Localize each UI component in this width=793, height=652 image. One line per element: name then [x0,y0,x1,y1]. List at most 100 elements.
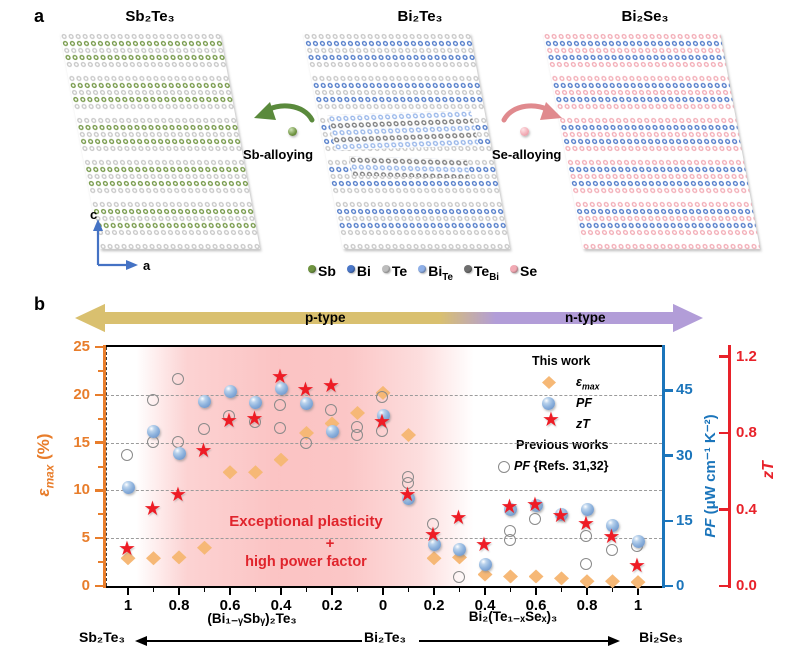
x-tick-label: 0.6 [219,597,241,614]
zt-axis-title: zT [760,461,777,479]
x-tick [535,588,537,595]
plot-border-bottom [105,586,665,588]
data-point-zt: ★ [449,507,468,530]
data-point-zt: ★ [475,533,493,556]
data-point-pf-previous [427,517,440,530]
data-point-pf [121,480,135,494]
x-tick-label: 0.8 [168,597,190,614]
scatter-plot: Exceptional plasticity + high power fact… [73,338,692,614]
data-point-zt: ★ [602,526,621,549]
atom-label: Se [520,263,538,279]
atom-label: Sb [318,263,336,279]
eps-tick [95,345,103,349]
atom-legend-item: BiTe [418,263,453,282]
data-point-eps-max [554,571,569,586]
data-point-pf-previous [529,513,542,526]
data-point-pf-previous [299,436,312,449]
x-minor-tick [611,588,614,592]
x-tick-label: 0.2 [321,597,343,614]
data-point-zt: ★ [118,537,136,560]
x-tick [484,588,486,595]
data-point-pf [376,409,390,423]
axis-a-label: a [143,258,151,273]
composition-left-end: Sb₂Te₃ [79,629,125,645]
arrow-to-bi2se3-head [608,635,620,646]
se-alloying-label: Se-alloying [492,147,562,162]
arrow-to-sb2te3 [146,640,362,642]
x-minor-tick [458,588,461,592]
gridline [106,538,662,540]
data-point-eps-max [248,465,263,480]
data-point-pf [631,535,645,549]
x-minor-tick [356,588,359,592]
panel-a-label: a [34,6,45,26]
data-point-eps-max [222,465,238,480]
eps-axis-title: εmax (%) [34,433,57,497]
se-atom-icon [520,127,529,136]
data-point-zt: ★ [628,554,646,577]
data-point-zt: ★ [500,495,519,518]
atom-label: Te [391,263,408,279]
atom-legend-item: Bi [346,263,371,279]
data-point-zt: ★ [194,440,213,463]
atom-legend: Sb Bi Te BiTe TeBi Se [308,263,608,282]
x-tick [433,588,435,595]
eps-minor-tick [98,465,103,468]
data-point-zt: ★ [551,505,570,528]
data-point-eps-max [503,569,518,584]
zt-tick [719,508,728,511]
atom-legend-item: Sb [308,263,336,279]
x-tick-label: 0.4 [270,597,292,614]
data-point-pf [249,395,262,409]
pf-tick-label: 30 [676,446,693,464]
x-tick [331,588,333,595]
data-point-pf-previous [580,529,593,542]
data-point-eps-max [197,540,212,555]
data-point-pf-previous [350,428,363,441]
eps-tick [95,584,103,588]
data-point-pf-previous [172,372,185,385]
atom-icon [308,265,316,273]
star-marker-icon: ★ [542,409,560,431]
data-point-zt: ★ [143,497,162,520]
x-tick [586,588,588,595]
data-point-eps-max [605,574,620,589]
eps-tick [95,441,103,444]
annotation-plus: + [325,535,335,552]
data-point-zt: ★ [220,409,238,432]
data-point-pf [198,394,211,408]
gridline [106,490,662,492]
crystal-lattice-bi2te3 [303,33,511,249]
structure-title-bi2se3: Bi₂Se₃ [621,8,669,25]
data-point-pf [529,499,543,513]
data-point-zt: ★ [271,365,289,388]
x-tick-label: 1 [123,597,133,614]
data-point-pf-previous [503,533,516,546]
annotation-line2: high power factor [245,554,367,570]
data-point-zt: ★ [169,484,187,507]
x-minor-tick [203,588,206,592]
x-tick-label: 0.6 [525,597,547,614]
sb-atom-icon [288,127,297,136]
data-point-eps-max [630,575,646,590]
data-point-pf [427,538,441,552]
pf-axis-spine [662,345,665,588]
data-point-pf-previous [121,448,134,461]
data-point-pf [223,385,237,399]
composition-right-formula: Bi₂(Te₁₋ₓSeₓ)₃ [468,609,558,624]
data-point-pf-previous [223,409,236,422]
eps-minor-tick [98,513,103,516]
pf-tick [665,584,673,588]
eps-minor-tick [98,369,103,372]
zt-tick [719,431,728,435]
crystal-lattice-bi2se3 [543,33,761,249]
data-point-pf [504,503,517,517]
pf-tick [665,519,673,523]
zt-axis-spine [728,345,731,588]
p-type-label: p-type [305,310,346,325]
data-point-eps-max [146,551,161,566]
eps-tick-label: 10 [73,481,90,499]
x-minor-tick [407,588,410,592]
data-point-pf-previous [325,404,338,417]
eps-tick-label: 5 [81,529,90,547]
